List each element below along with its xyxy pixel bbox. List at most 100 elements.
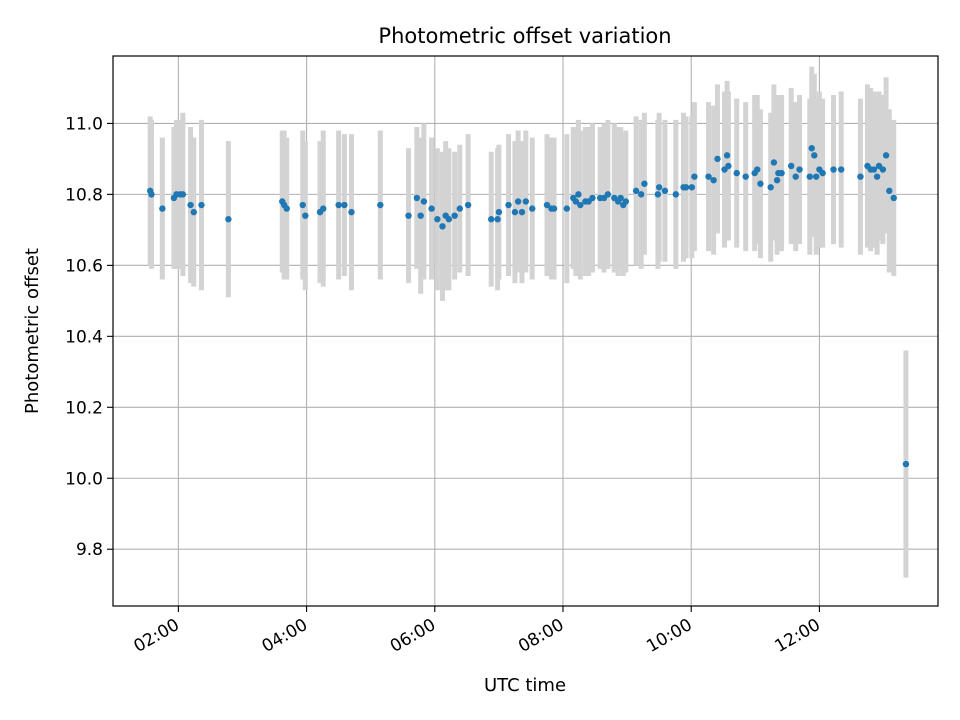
data-point (902, 460, 910, 468)
data-point (522, 198, 530, 205)
data-point (672, 191, 680, 198)
data-point (148, 191, 155, 198)
data-point (796, 166, 803, 173)
y-tick-label: 10.2 (65, 398, 103, 418)
data-point (417, 212, 424, 219)
data-point (882, 152, 890, 159)
y-tick-label: 11.0 (65, 114, 103, 134)
data-point (283, 205, 290, 212)
data-point (638, 191, 645, 198)
data-point (575, 191, 582, 198)
data-point (661, 187, 669, 195)
data-point (714, 155, 721, 163)
data-point (518, 208, 526, 216)
y-tick-label: 10.4 (65, 327, 103, 347)
data-point (302, 212, 309, 219)
data-point (688, 184, 696, 191)
data-point (806, 173, 813, 180)
data-point (808, 145, 815, 152)
data-point (198, 201, 205, 209)
data-point (335, 201, 342, 209)
data-point (788, 162, 795, 170)
data-point (179, 191, 187, 198)
data-point (632, 187, 640, 195)
data-point (733, 169, 740, 177)
data-point (550, 205, 558, 212)
data-point (655, 184, 663, 191)
data-point (757, 180, 764, 187)
data-point (434, 216, 441, 223)
data-point (413, 194, 421, 202)
x-axis-label: UTC time (484, 675, 566, 696)
data-point (857, 173, 864, 180)
data-point (886, 187, 893, 195)
plot-frame (112, 55, 939, 607)
data-point (617, 194, 624, 202)
y-tick-label: 10.0 (65, 469, 103, 489)
y-axis: 9.8 10.0 10.2 10.4 10.6 10.8 11.0 (65, 114, 113, 560)
data-points (146, 145, 910, 468)
data-point (456, 205, 463, 212)
data-point (682, 184, 690, 191)
data-point (725, 162, 732, 170)
data-point (529, 205, 536, 212)
data-point (767, 184, 774, 191)
data-point (299, 201, 306, 209)
data-point (495, 208, 503, 216)
data-point (705, 173, 712, 180)
data-point (792, 173, 799, 180)
data-point (505, 201, 512, 209)
data-point (870, 166, 878, 173)
data-point (723, 152, 731, 159)
data-point (159, 205, 166, 212)
data-point (830, 166, 837, 173)
data-point (773, 176, 781, 184)
data-point (589, 194, 596, 202)
data-point (464, 201, 472, 209)
data-point (572, 198, 580, 205)
data-point (813, 173, 820, 180)
data-point (873, 173, 881, 180)
data-point (563, 205, 571, 212)
data-point (225, 216, 232, 223)
y-tick-label: 10.6 (65, 256, 103, 276)
data-point (445, 216, 453, 223)
data-point (819, 169, 826, 177)
data-point (320, 205, 327, 212)
data-point (451, 212, 458, 219)
data-point (890, 194, 897, 202)
data-point (190, 208, 197, 216)
data-point (838, 166, 845, 173)
data-point (187, 201, 194, 209)
data-point (742, 173, 749, 180)
data-point (348, 208, 355, 216)
data-point (622, 198, 630, 205)
y-axis-label: Photometric offset (22, 248, 43, 414)
data-point (654, 191, 662, 198)
data-point (377, 201, 384, 209)
data-point (341, 201, 348, 209)
data-point (754, 166, 761, 173)
data-point (514, 198, 522, 205)
data-point (778, 169, 785, 177)
data-point (428, 205, 435, 212)
data-point (511, 208, 519, 216)
y-tick-label: 9.8 (76, 540, 103, 560)
data-point (811, 152, 818, 159)
data-point (604, 191, 612, 198)
data-point (879, 166, 887, 173)
data-point (494, 216, 501, 223)
data-point (543, 201, 551, 209)
data-point (691, 173, 698, 180)
data-point (488, 216, 495, 223)
data-point (439, 223, 446, 230)
data-point (710, 176, 717, 184)
data-point (577, 201, 584, 209)
data-point (405, 212, 412, 219)
y-tick-label: 10.8 (65, 185, 103, 205)
chart-title: Photometric offset variation (378, 24, 671, 48)
data-point (420, 198, 428, 205)
data-point (770, 159, 778, 166)
data-point (641, 180, 648, 187)
